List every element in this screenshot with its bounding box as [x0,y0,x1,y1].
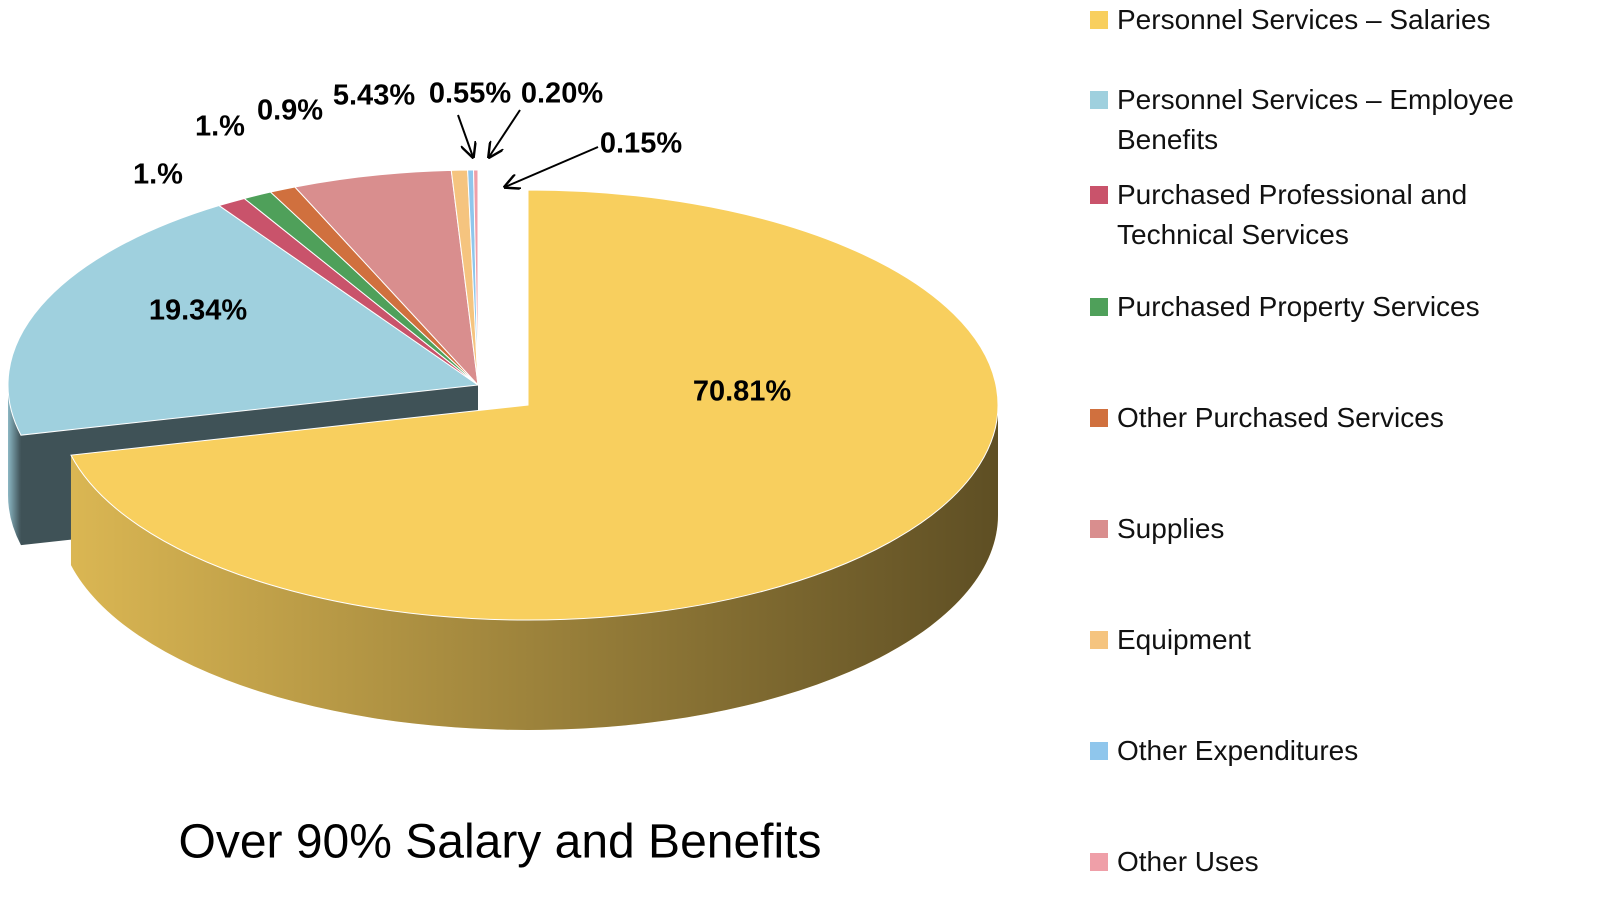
legend-swatch [1090,631,1108,649]
legend-swatch [1090,91,1108,109]
data-label: 0.55% [429,78,511,110]
legend-label: Equipment [1117,624,1251,655]
data-label: 70.81% [693,376,792,408]
slice [473,169,479,386]
legend-label: Other Expenditures [1117,735,1359,766]
legend-swatch [1090,853,1108,871]
slice-side-shade [70,405,998,730]
data-label: 5.43% [333,80,415,112]
slice [293,169,479,387]
slice-side-shade [8,385,21,546]
legend-swatch [1090,186,1108,204]
legend-label: Purchased Property Services [1117,291,1480,322]
leader-arrow [457,114,473,157]
data-label: 0.20% [521,78,603,110]
data-label: 0.15% [600,128,682,160]
data-label: 0.9% [257,95,323,127]
legend-label: Supplies [1117,513,1225,544]
data-label: 1.% [133,159,183,191]
chart-title: Over 90% Salary and Benefits [178,816,821,869]
data-label: 19.34% [149,295,248,327]
slice [70,189,999,621]
leader-arrow [489,109,521,157]
legend-swatch [1090,742,1108,760]
legend-swatch [1090,298,1108,316]
legend-swatch [1090,11,1108,29]
legend-swatch [1090,520,1108,538]
legend-label: Personnel Services – Employee Benefits [1117,84,1514,155]
slice [7,205,480,436]
legend-label: Other Uses [1117,846,1259,877]
leader-arrow [505,146,599,187]
data-label: 1.% [195,111,245,143]
legend-label: Other Purchased Services [1117,402,1444,433]
legend-label: Purchased Professional and Technical Ser… [1117,179,1468,250]
legend-swatch [1090,409,1108,427]
legend-label: Personnel Services – Salaries [1117,4,1491,35]
